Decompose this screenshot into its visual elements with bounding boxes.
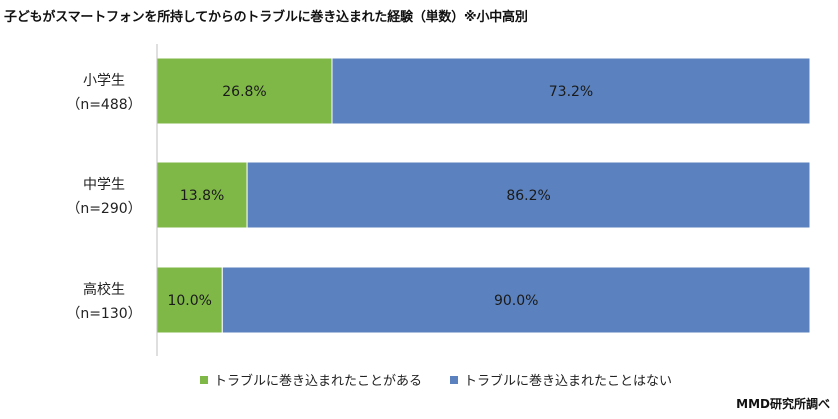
legend-label-yes: トラブルに巻き込まれたことがある [214,374,423,389]
legend-item-yes: トラブルに巻き込まれたことがある [200,370,422,389]
legend-swatch-no [450,375,459,384]
legend: トラブルに巻き込まれたことがある トラブルに巻き込まれたことはない [200,370,672,389]
category-label: 中学生 [83,177,125,193]
source-note: MMD研究所調べ [736,397,830,411]
data-label: 13.8% [180,188,224,204]
category-n-label: （n=488） [66,97,141,113]
category-label: 小学生 [83,73,125,89]
category-label: 高校生 [83,281,125,298]
data-label: 26.8% [222,84,266,100]
bar-segment [156,266,223,334]
category-n-label: （n=290） [66,201,141,217]
data-label: 90.0% [494,293,538,309]
legend-label-no: トラブルに巻き込まれたことはない [464,374,673,389]
chart-title: 子どもがスマートフォンを所持してからのトラブルに巻き込まれた経験（単数）※小中高… [4,10,528,25]
legend-item-no: トラブルに巻き込まれたことはない [450,370,672,389]
data-label: 73.2% [549,84,593,100]
bar-segment [221,266,811,334]
bar-segment [246,161,811,229]
legend-swatch-yes [200,375,208,384]
bar-segment [331,57,811,125]
data-label: 86.2% [506,188,550,204]
category-n-label: （n=130） [66,306,141,322]
data-label: 10.0% [167,293,211,309]
